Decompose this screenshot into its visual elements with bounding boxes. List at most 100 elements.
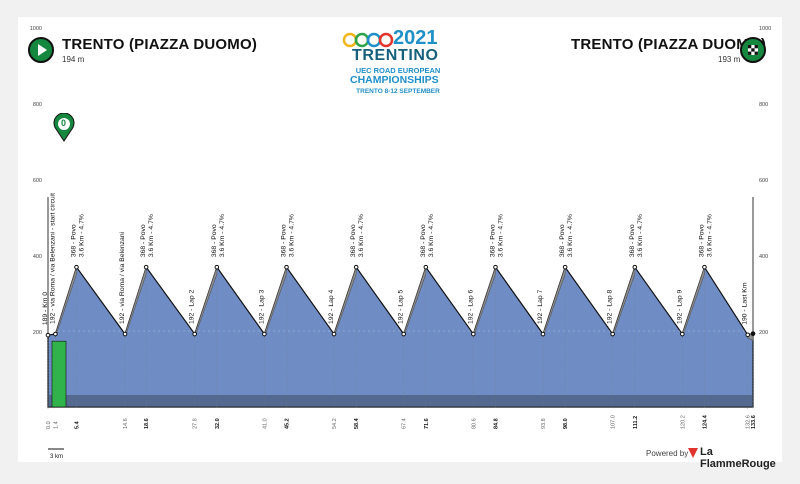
start-location: TRENTO (PIAZZA DUOMO) [62,36,258,53]
climb-gradient-label: 3.6 Km - 4.7% [289,214,296,257]
waypoint-dot [632,264,638,270]
powered-by-label: Powered by [646,449,689,458]
waypoint-label: 192 - via Roma / via Belenzani - start c… [49,193,56,324]
waypoint-label: 192 - Lap 8 [607,289,614,324]
waypoint-label: 368 - Povo [140,224,147,257]
km-label: 27.8 [193,418,199,429]
route-profile-card: TRENTO (PIAZZA DUOMO) 194 m 2021 TRENTIN… [18,17,782,470]
start-block [51,340,67,408]
y-tick-right: 1000 [759,26,771,32]
waypoint-dot [702,264,707,270]
y-tick-left: 1000 [30,26,42,32]
km-label: 41.0 [262,418,268,429]
waypoint-label: 368 - Povo [350,224,357,257]
waypoint-dot [143,264,149,270]
km-label: 18.6 [144,418,150,429]
waypoint-label: 192 - Lap 7 [537,289,544,324]
km-label: 93.8 [541,418,547,429]
km-label: 45.2 [285,418,291,429]
waypoint-label: 368 - Povo [70,224,77,257]
climb-gradient-label: 3.6 Km - 4.7% [567,214,574,257]
km-label: 120.2 [680,415,686,429]
cycling-rings-icon [342,32,394,48]
waypoint-label: 368 - Povo [211,224,218,257]
climb-gradient-label: 3.6 Km - 4.7% [219,214,226,257]
waypoint-label: 192 - Lap 2 [189,289,196,324]
waypoint-label: 368 - Povo [489,224,496,257]
km-label: 124.4 [702,414,708,429]
finish-flag-icon [740,37,766,63]
waypoint-dot [401,331,406,337]
waypoint-dot [493,264,498,270]
start-altitude: 194 m [62,55,85,64]
waypoint-dot [53,331,58,337]
logo-title: TRENTINO [352,47,439,64]
waypoint-dot [423,264,429,270]
logo-year: 2021 [393,27,438,49]
waypoint-label: 368 - Povo [629,224,636,257]
km-label: 133.6 [751,415,757,429]
profile-base [48,395,753,407]
km-label: 80.6 [471,418,477,429]
finish-altitude: 193 m [718,55,741,64]
waypoint-dot [353,264,359,270]
waypoint-label: 368 - Povo [420,224,427,257]
logo-line1: UEC ROAD EUROPEAN [355,66,441,75]
y-tick-right: 400 [759,254,768,260]
y-tick-left: 800 [33,102,42,108]
scale-label: 3 km [50,454,63,460]
waypoint-dot [192,331,197,337]
finish-dot [750,331,756,336]
km-label: 0.0 [46,421,52,429]
logo-line3: TRENTO 8-12 SEPTEMBER [356,88,440,95]
km-label: 71.6 [424,418,430,429]
climb-gradient-label: 3.6 Km - 4.7% [78,214,85,257]
climb-gradient-label: 3.6 Km - 4.7% [706,214,713,257]
climb-gradient-label: 3.6 Km - 4.7% [637,214,644,257]
waypoint-dot [284,264,289,270]
y-tick-right: 600 [759,178,768,184]
y-tick-left: 400 [33,254,42,260]
y-tick-left: 200 [33,330,42,336]
waypoint-dot [471,331,476,337]
waypoint-dot [122,331,128,337]
climb-gradient-label: 3.6 Km - 4.7% [358,214,365,257]
y-tick-left: 600 [33,178,42,184]
km-label: 1.4 [53,421,59,429]
elevation-profile-chart: 2002004004006006008008001000100012001200… [30,26,772,460]
waypoint-dot [214,264,220,270]
waypoint-label: 189 - Km 0 [42,292,49,325]
km-label: 107.0 [611,415,617,429]
km-label: 54.2 [332,418,338,429]
waypoint-dot [679,331,685,337]
waypoint-label: 368 - Povo [281,224,288,257]
waypoint-dot [45,332,51,338]
km0-marker-label: 0 [61,118,67,128]
climb-gradient-label: 3.6 Km - 4.7% [497,214,504,257]
profile-area [47,265,754,408]
waypoint-dot [262,331,267,337]
km-label: 32.0 [215,418,221,429]
km-label: 98.0 [563,418,569,429]
waypoint-dot [331,331,337,337]
climb-gradient-label: 3.6 Km - 4.7% [428,214,435,257]
y-tick-right: 200 [759,330,768,336]
waypoint-label: 192 - Lap 5 [398,289,405,324]
waypoint-dot [74,264,79,270]
waypoint-label: 192 - Lap 9 [676,289,683,324]
y-tick-right: 800 [759,102,768,108]
waypoint-dot [745,332,751,338]
waypoint-label: 192 - via Roma / via Belenzani [119,231,126,324]
waypoint-label: 190 - Last Km [742,282,749,325]
waypoint-label: 192 - Lap 6 [467,289,474,324]
km-label: 67.4 [402,418,408,429]
climb-gradient-label: 3.6 Km - 4.7% [148,214,155,257]
waypoint-label: 368 - Povo [559,224,566,257]
km-label: 58.4 [354,417,360,429]
waypoint-label: 192 - Lap 3 [258,289,265,324]
logo-line2: CHAMPIONSHIPS [350,74,439,86]
finish-location: TRENTO (PIAZZA DUOMO) [571,36,767,53]
waypoint-dot [562,264,568,270]
km-label: 84.8 [493,418,499,429]
km-label: 14.6 [123,418,129,429]
